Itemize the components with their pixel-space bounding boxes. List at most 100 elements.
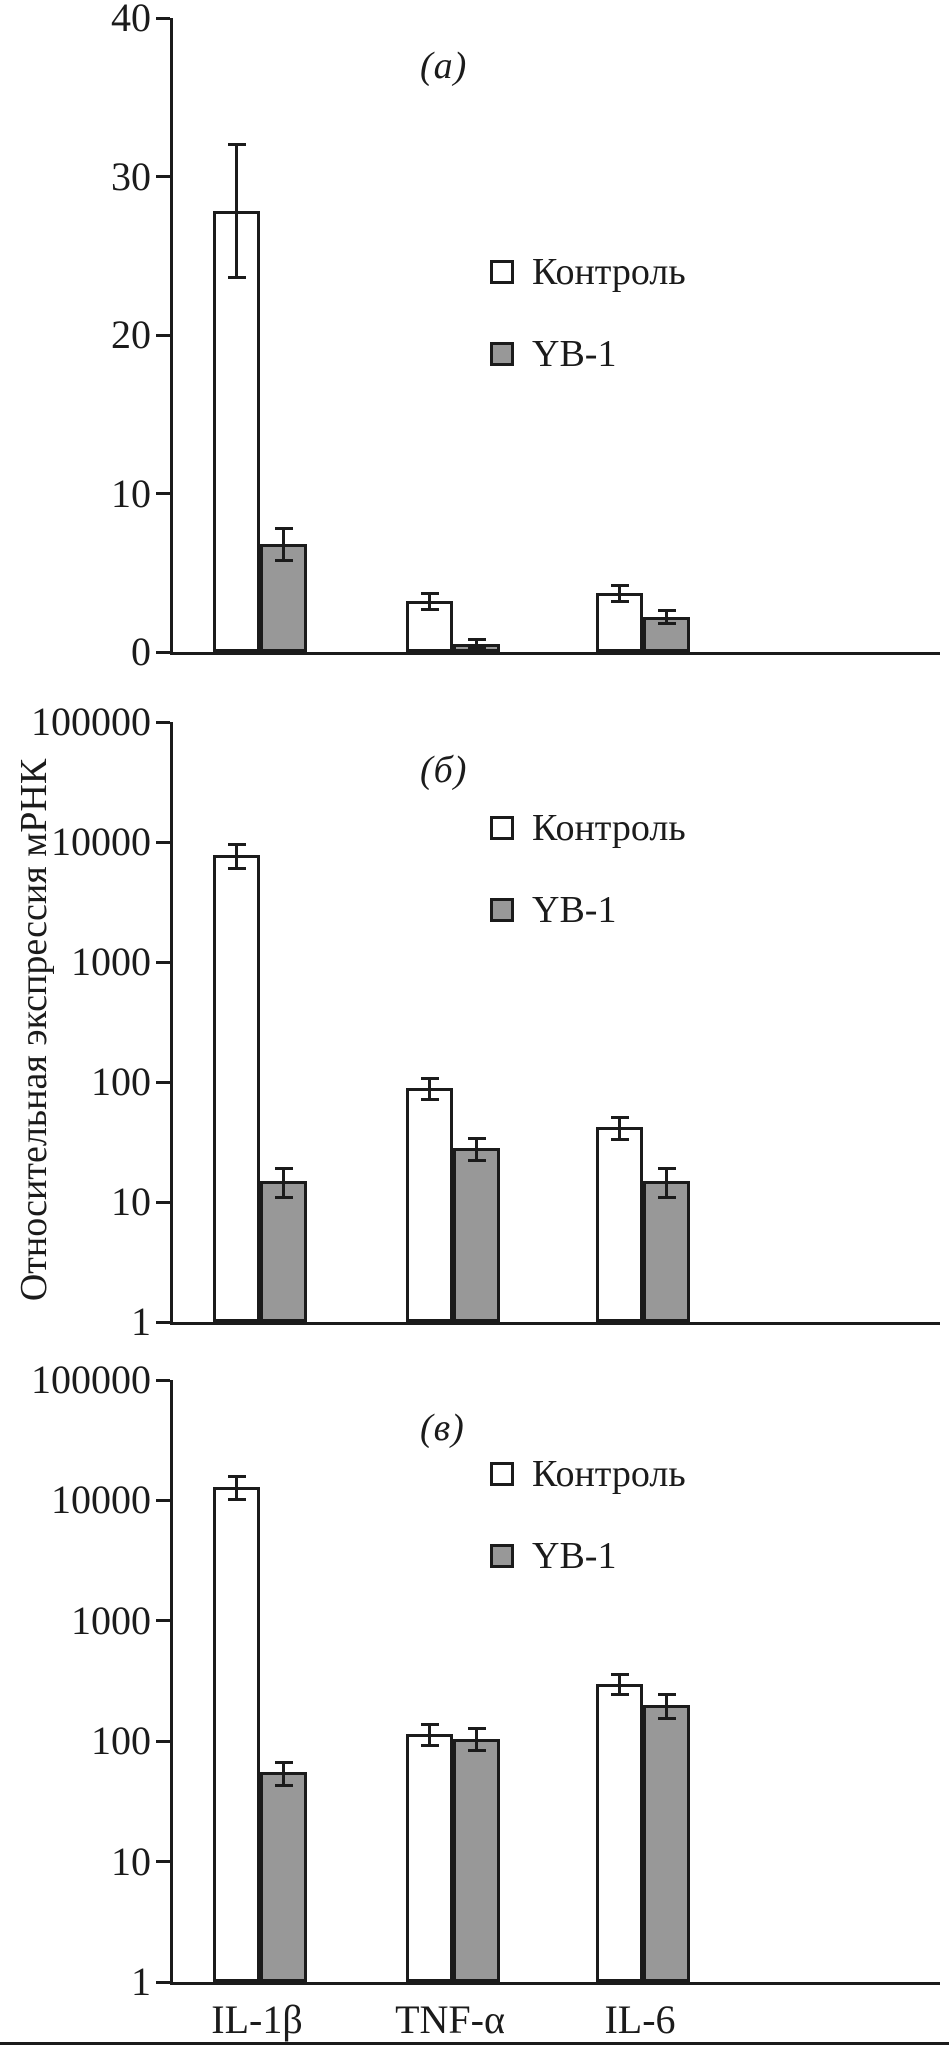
y-tick-mark xyxy=(156,1320,170,1324)
plot-area-b: 1 10 100 1000 10000 100000 xyxy=(31,699,940,1344)
error-cap-bottom xyxy=(227,1497,246,1501)
control-swatch-icon xyxy=(490,1462,514,1486)
error-bar xyxy=(665,1168,668,1198)
bar-control-1 xyxy=(406,601,453,652)
error-cap-top xyxy=(227,842,246,846)
y-tick-mark xyxy=(156,1980,170,1984)
error-cap-top xyxy=(610,1115,629,1119)
bar-yb1-2 xyxy=(643,1180,690,1322)
x-axis-labels: IL-1β TNF-α IL-6 xyxy=(0,1996,949,2044)
error-bar xyxy=(235,144,238,278)
y-tick-label: 10 xyxy=(111,470,151,516)
panel-label-a: (а) xyxy=(420,45,468,87)
error-cap-bottom xyxy=(420,1743,439,1747)
y-tick-label: 1 xyxy=(131,1299,151,1344)
y-tick-label: 0 xyxy=(131,629,151,674)
error-cap-top xyxy=(467,637,486,641)
y-tick-label: 100 xyxy=(91,1059,151,1104)
error-cap-top xyxy=(657,1167,676,1171)
error-cap-bottom xyxy=(467,1749,486,1753)
bottom-rule xyxy=(0,2042,949,2045)
error-cap-bottom xyxy=(657,1716,676,1720)
error-cap-bottom xyxy=(227,276,246,280)
plot-area-a: 0 10 20 30 40 xyxy=(111,0,940,674)
bar-yb1-0 xyxy=(260,1772,307,1982)
legend-v: Контроль YB-1 xyxy=(490,1452,686,1578)
bar-yb1-0 xyxy=(260,1180,307,1322)
panel-v: 1 10 100 1000 10000 100000 (в) Контроль YB-1 xyxy=(0,1357,949,2004)
legend-label-yb1: YB-1 xyxy=(532,1535,617,1577)
error-cap-bottom xyxy=(420,607,439,611)
error-cap-top xyxy=(657,1692,676,1696)
bar-control-0 xyxy=(213,211,260,652)
error-bar xyxy=(428,1724,431,1745)
legend-label-yb1: YB-1 xyxy=(532,333,617,375)
y-tick-mark xyxy=(156,960,170,964)
error-bar xyxy=(618,1117,621,1140)
y-tick-mark xyxy=(156,720,170,724)
error-cap-bottom xyxy=(467,647,486,651)
panel-b: 1 10 100 1000 10000 100000 (б) Контроль YB-1 xyxy=(0,699,949,1344)
legend-item-control: Контроль xyxy=(490,1452,686,1496)
panel-label-v: (в) xyxy=(420,1407,465,1449)
error-cap-top xyxy=(610,583,629,587)
y-tick-label: 10000 xyxy=(51,1477,151,1523)
y-tick-label: 1000 xyxy=(71,1597,151,1643)
panel-label-b: (б) xyxy=(420,749,468,791)
error-cap-top xyxy=(467,1727,486,1731)
x-axis-label-il1b: IL-1β xyxy=(211,1997,303,2042)
error-bar xyxy=(282,528,285,561)
y-tick-label: 1 xyxy=(131,1959,151,2004)
y-tick-mark xyxy=(156,492,170,495)
error-cap-bottom xyxy=(610,1138,629,1142)
error-cap-top xyxy=(467,1136,486,1140)
y-tick-label: 20 xyxy=(111,312,151,357)
error-bar xyxy=(235,844,238,869)
y-tick-label: 100 xyxy=(91,1718,151,1764)
x-axis-label-il6: IL-6 xyxy=(604,1997,676,2042)
bar-control-1 xyxy=(406,1087,453,1322)
bar-yb1-1 xyxy=(453,1738,500,1982)
error-cap-bottom xyxy=(610,599,629,603)
error-bar xyxy=(475,1138,478,1161)
error-cap-bottom xyxy=(274,1195,293,1199)
y-tick-label: 40 xyxy=(111,0,151,40)
error-cap-bottom xyxy=(610,1692,629,1696)
legend-b: Контроль YB-1 xyxy=(490,806,686,932)
y-tick-mark xyxy=(156,175,170,178)
error-cap-bottom xyxy=(227,867,246,871)
bar-yb1-1 xyxy=(453,1148,500,1322)
y-tick-label: 100000 xyxy=(31,699,151,744)
yb1-swatch-icon xyxy=(490,1544,514,1568)
y-tick-label: 10 xyxy=(111,1838,151,1884)
y-tick-mark xyxy=(156,1498,170,1502)
y-tick-label: 1000 xyxy=(71,939,151,984)
error-cap-top xyxy=(420,1076,439,1080)
y-tick-label: 30 xyxy=(111,153,151,199)
error-bar xyxy=(282,1762,285,1786)
y-tick-mark xyxy=(156,1378,170,1382)
y-tick-mark xyxy=(156,1080,170,1084)
bar-control-0 xyxy=(213,1486,260,1982)
y-tick-mark xyxy=(156,1739,170,1743)
y-tick-mark xyxy=(156,650,170,654)
y-tick-mark xyxy=(156,840,170,844)
control-swatch-icon xyxy=(490,816,514,840)
legend-item-control: Контроль xyxy=(490,806,686,850)
error-cap-top xyxy=(274,1760,293,1764)
bar-yb1-2 xyxy=(643,1704,690,1982)
legend-a: Контроль YB-1 xyxy=(490,250,686,376)
legend-item-yb1: YB-1 xyxy=(490,1534,686,1578)
error-bar xyxy=(428,1078,431,1100)
legend-label-yb1: YB-1 xyxy=(532,889,617,931)
legend-label-control: Контроль xyxy=(532,1453,686,1495)
error-bar xyxy=(235,1476,238,1500)
y-tick-label: 100000 xyxy=(31,1357,151,1402)
y-tick-mark xyxy=(156,1619,170,1623)
error-cap-bottom xyxy=(467,1159,486,1163)
error-cap-top xyxy=(227,1474,246,1478)
bar-control-2 xyxy=(596,1127,643,1322)
y-tick-mark xyxy=(156,1860,170,1864)
error-bar xyxy=(282,1168,285,1198)
